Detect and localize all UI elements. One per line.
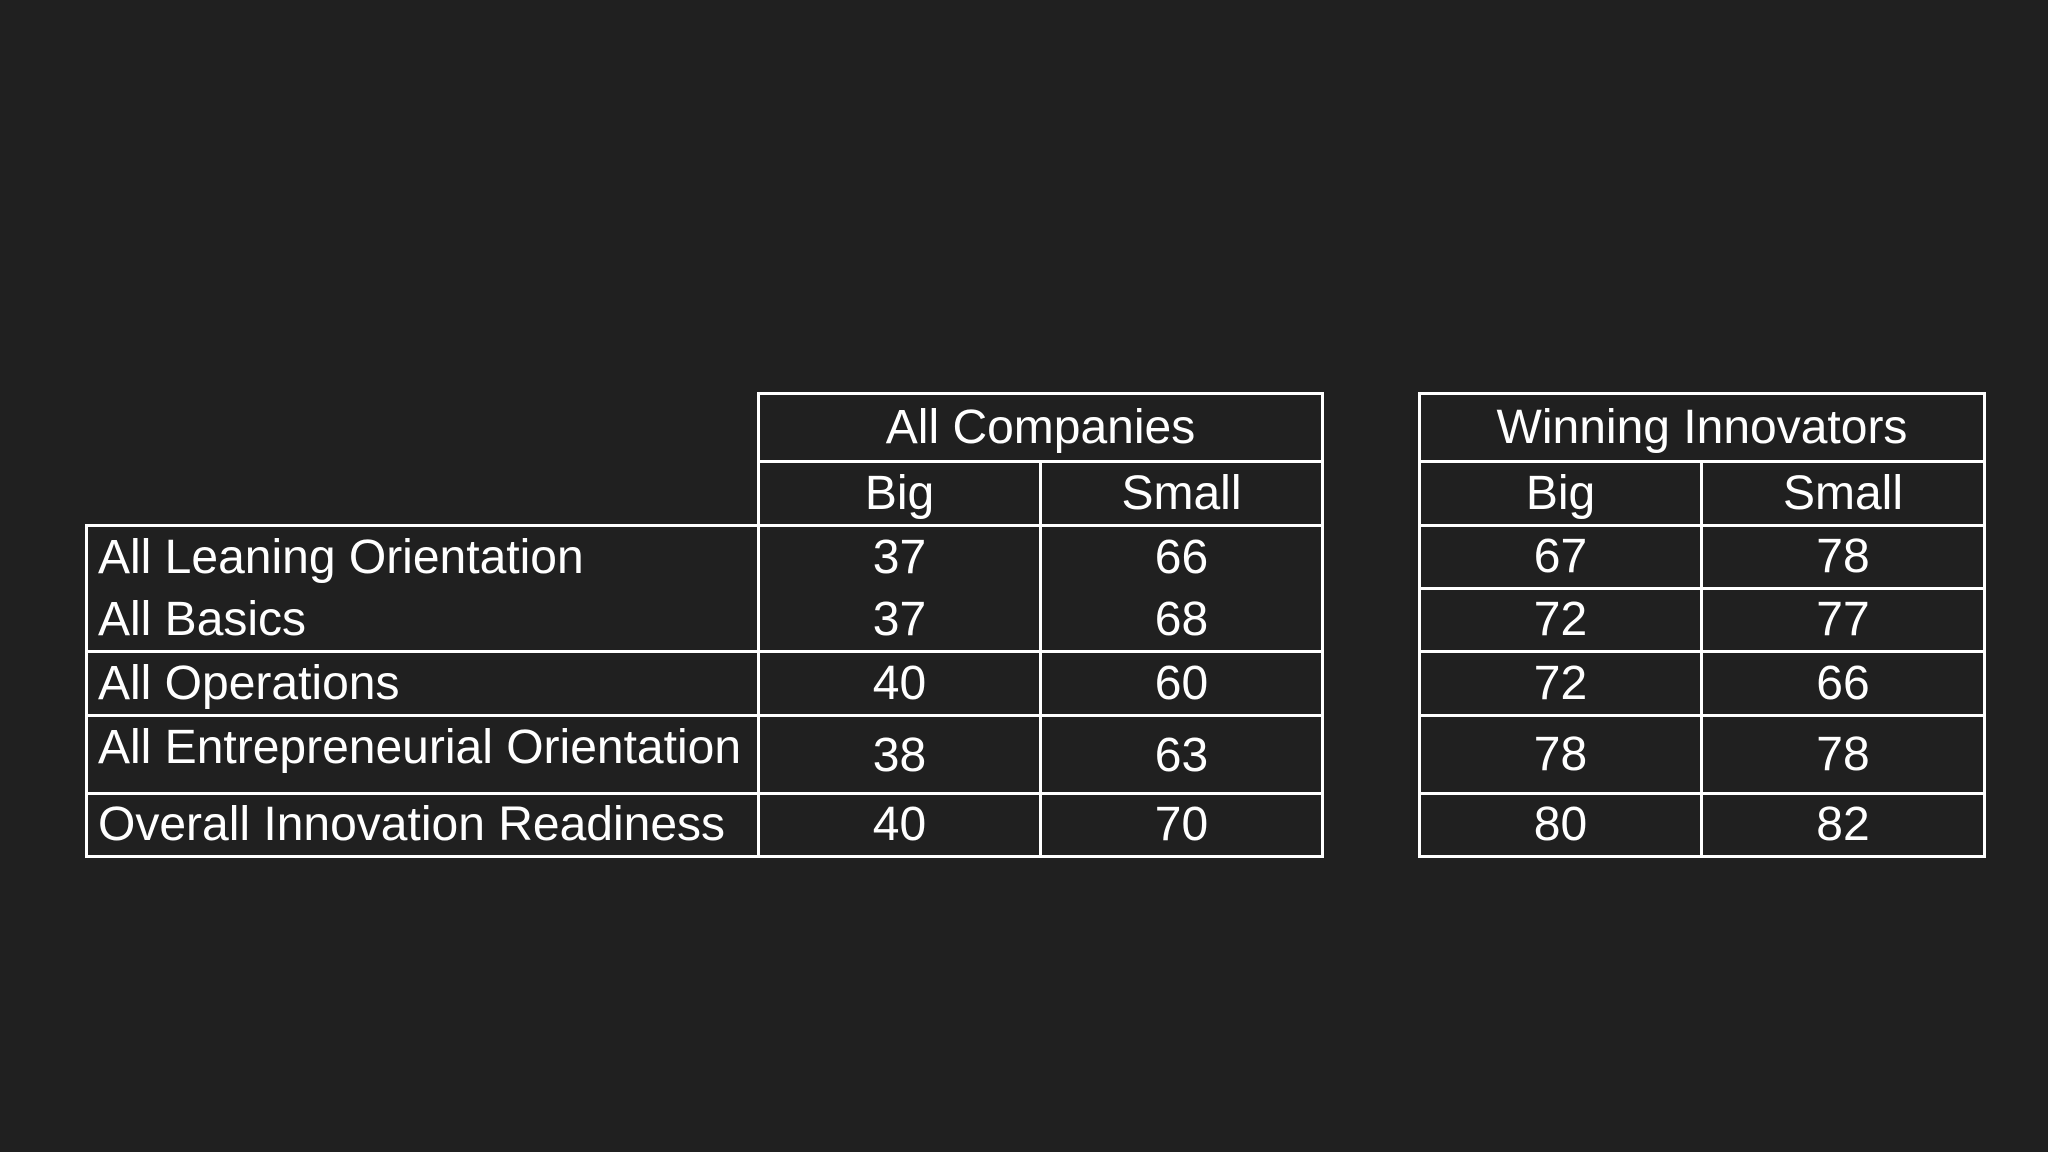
group-header-all-companies: All Companies bbox=[885, 400, 1196, 454]
table-cell: 37 bbox=[872, 531, 927, 584]
row-label: All Entrepreneurial Orientation bbox=[98, 721, 742, 774]
table-cell: 63 bbox=[1154, 729, 1209, 782]
table-cell: 80 bbox=[1533, 798, 1588, 851]
table-rule bbox=[757, 392, 1324, 395]
table-cell: 66 bbox=[1816, 656, 1870, 710]
column-header-small: Small bbox=[1782, 466, 1904, 520]
table-cell: 72 bbox=[1533, 656, 1588, 710]
table-rule bbox=[1039, 460, 1042, 858]
table-rule bbox=[1418, 392, 1986, 395]
table-cell: 82 bbox=[1816, 798, 1870, 851]
table-rule bbox=[85, 855, 1324, 858]
table-rule bbox=[1700, 460, 1703, 858]
row-label: All Basics bbox=[98, 592, 307, 646]
table-rule bbox=[757, 392, 760, 858]
table-rule bbox=[1321, 392, 1324, 858]
group-header-winning-innovators: Winning Innovators bbox=[1496, 400, 1908, 454]
table-cell: 60 bbox=[1154, 656, 1209, 710]
table-cell: 66 bbox=[1154, 531, 1209, 584]
table-cell: 37 bbox=[872, 592, 927, 646]
table-cell: 77 bbox=[1816, 593, 1870, 646]
table-cell: 78 bbox=[1816, 727, 1870, 781]
table-rule bbox=[1418, 392, 1421, 858]
table-cell: 67 bbox=[1533, 530, 1588, 583]
table-rule bbox=[85, 714, 1324, 717]
column-header-big: Big bbox=[1525, 466, 1596, 520]
table-cell: 78 bbox=[1816, 530, 1870, 583]
table-rule bbox=[85, 650, 1324, 653]
column-header-small: Small bbox=[1121, 466, 1242, 520]
table-cell: 38 bbox=[872, 729, 927, 782]
table-cell: 40 bbox=[872, 798, 927, 851]
table-rule bbox=[85, 792, 1324, 795]
row-label: All Leaning Orientation bbox=[98, 531, 584, 584]
table-cell: 70 bbox=[1154, 798, 1209, 851]
row-label: Overall Innovation Readiness bbox=[98, 798, 726, 851]
table-cell: 78 bbox=[1533, 727, 1588, 781]
table-cell: 68 bbox=[1154, 592, 1209, 646]
table-rule bbox=[1983, 392, 1986, 858]
column-header-big: Big bbox=[864, 466, 935, 520]
table-rule bbox=[85, 524, 88, 858]
table-cell: 72 bbox=[1533, 593, 1588, 646]
table-rule bbox=[85, 524, 1324, 527]
row-label: All Operations bbox=[98, 656, 400, 710]
table-cell: 40 bbox=[872, 656, 927, 710]
